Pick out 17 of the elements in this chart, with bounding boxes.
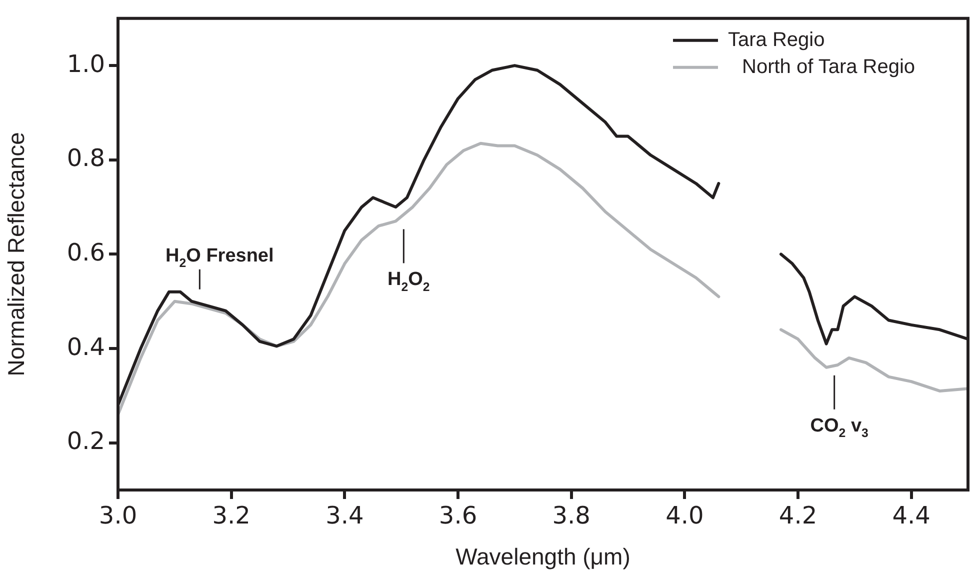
- x-axis-title: Wavelength (μm): [456, 544, 630, 570]
- x-tick-label: 3.8: [552, 502, 590, 530]
- x-tick-label: 3.4: [326, 502, 364, 530]
- y-tick-label: 1.0: [66, 50, 105, 78]
- legend-label: Tara Regio: [728, 28, 825, 51]
- x-tick-label: 4.4: [892, 502, 930, 530]
- y-tick-label: 0.2: [66, 427, 105, 456]
- x-tick-label: 3.2: [212, 502, 250, 530]
- y-tick-label: 0.8: [66, 144, 105, 172]
- y-tick-label: 0.6: [66, 238, 105, 266]
- x-tick-label: 4.0: [666, 502, 704, 530]
- y-tick-label: 0.4: [66, 332, 105, 361]
- legend-label: North of Tara Regio: [742, 56, 916, 78]
- x-tick-label: 3.6: [438, 502, 478, 530]
- x-tick-label: 4.2: [778, 502, 818, 530]
- y-axis-title: Normalized Reflectance: [3, 132, 30, 376]
- x-tick-label: 3.0: [98, 502, 138, 530]
